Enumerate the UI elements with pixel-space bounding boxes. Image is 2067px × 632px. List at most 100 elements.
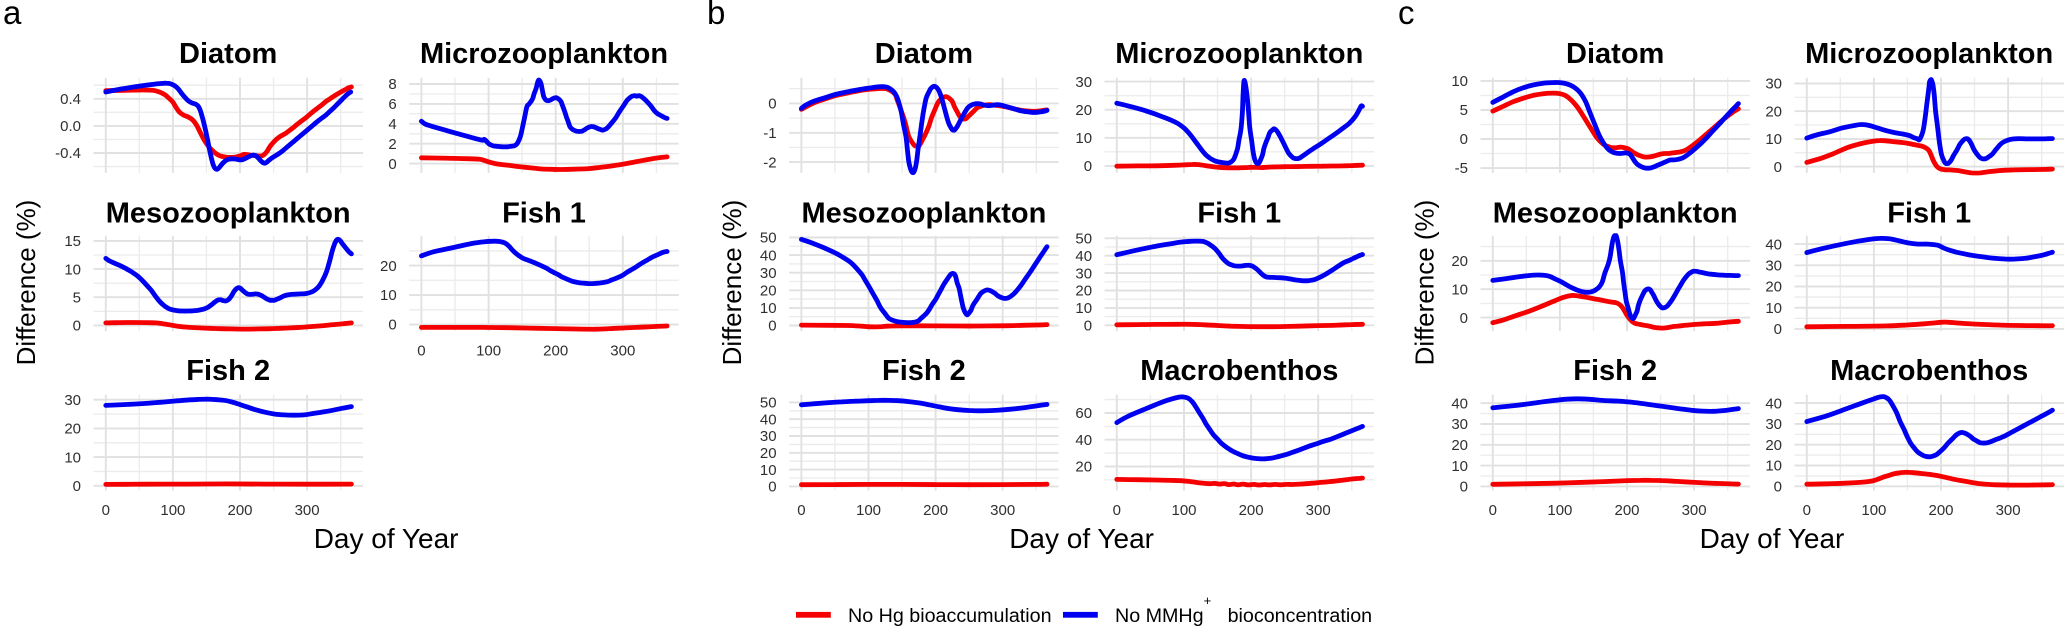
svg-text:Microzooplankton: Microzooplankton bbox=[420, 38, 668, 70]
svg-text:20: 20 bbox=[1075, 283, 1092, 300]
svg-text:30: 30 bbox=[1075, 74, 1092, 91]
svg-text:2: 2 bbox=[388, 136, 396, 153]
svg-text:15: 15 bbox=[64, 233, 81, 250]
svg-text:10: 10 bbox=[760, 462, 777, 479]
svg-text:-1: -1 bbox=[763, 125, 776, 142]
svg-text:0: 0 bbox=[388, 156, 396, 173]
svg-text:0: 0 bbox=[1460, 310, 1468, 327]
svg-text:200: 200 bbox=[1239, 502, 1264, 519]
svg-text:10: 10 bbox=[380, 287, 397, 304]
svg-text:30: 30 bbox=[64, 392, 81, 409]
svg-text:5: 5 bbox=[1460, 102, 1468, 119]
svg-text:40: 40 bbox=[1075, 248, 1092, 265]
svg-text:Mesozooplankton: Mesozooplankton bbox=[106, 198, 351, 230]
svg-text:200: 200 bbox=[923, 502, 948, 519]
svg-text:20: 20 bbox=[1451, 253, 1468, 270]
svg-text:Microzooplankton: Microzooplankton bbox=[1805, 38, 2053, 70]
svg-text:0: 0 bbox=[1774, 159, 1782, 176]
svg-text:Diatom: Diatom bbox=[875, 38, 973, 70]
svg-text:0: 0 bbox=[1084, 318, 1092, 335]
svg-text:0.0: 0.0 bbox=[60, 118, 81, 135]
svg-text:0: 0 bbox=[768, 479, 776, 496]
svg-text:10: 10 bbox=[1451, 281, 1468, 298]
svg-text:Difference (%): Difference (%) bbox=[1410, 200, 1440, 366]
svg-text:a: a bbox=[3, 0, 22, 31]
svg-text:Fish 2: Fish 2 bbox=[186, 355, 270, 387]
svg-text:0: 0 bbox=[73, 478, 81, 495]
svg-text:10: 10 bbox=[1765, 131, 1782, 148]
svg-text:100: 100 bbox=[160, 502, 185, 519]
svg-text:Day of Year: Day of Year bbox=[1009, 523, 1154, 554]
svg-text:40: 40 bbox=[1075, 432, 1092, 449]
svg-text:200: 200 bbox=[1928, 502, 1953, 519]
svg-text:-5: -5 bbox=[1455, 160, 1468, 177]
svg-text:0: 0 bbox=[1084, 158, 1092, 175]
svg-text:50: 50 bbox=[760, 230, 777, 247]
svg-text:20: 20 bbox=[1765, 103, 1782, 120]
svg-text:Macrobenthos: Macrobenthos bbox=[1140, 355, 1338, 387]
svg-text:50: 50 bbox=[1075, 231, 1092, 248]
svg-text:20: 20 bbox=[1075, 102, 1092, 119]
svg-text:30: 30 bbox=[1451, 416, 1468, 433]
svg-text:300: 300 bbox=[1306, 502, 1331, 519]
svg-text:300: 300 bbox=[610, 342, 635, 359]
svg-text:0: 0 bbox=[1803, 502, 1811, 519]
svg-text:30: 30 bbox=[1075, 265, 1092, 282]
svg-text:0: 0 bbox=[417, 342, 425, 359]
svg-text:Difference (%): Difference (%) bbox=[11, 200, 41, 366]
svg-text:Fish 2: Fish 2 bbox=[1573, 355, 1657, 387]
svg-text:40: 40 bbox=[760, 411, 777, 428]
svg-text:Fish 1: Fish 1 bbox=[1197, 198, 1281, 230]
svg-text:200: 200 bbox=[227, 502, 252, 519]
svg-text:0: 0 bbox=[388, 317, 396, 334]
svg-text:20: 20 bbox=[760, 283, 777, 300]
svg-text:Fish 2: Fish 2 bbox=[882, 355, 966, 387]
svg-text:20: 20 bbox=[1765, 279, 1782, 296]
svg-text:30: 30 bbox=[1765, 416, 1782, 433]
svg-text:0: 0 bbox=[797, 502, 805, 519]
svg-text:300: 300 bbox=[295, 502, 320, 519]
svg-text:6: 6 bbox=[388, 96, 396, 113]
svg-text:10: 10 bbox=[64, 449, 81, 466]
svg-text:0.4: 0.4 bbox=[60, 91, 81, 108]
svg-text:40: 40 bbox=[1765, 236, 1782, 253]
svg-text:300: 300 bbox=[990, 502, 1015, 519]
svg-text:8: 8 bbox=[388, 76, 396, 93]
svg-text:0: 0 bbox=[102, 502, 110, 519]
svg-text:Microzooplankton: Microzooplankton bbox=[1115, 38, 1363, 70]
svg-text:-0.4: -0.4 bbox=[55, 145, 81, 162]
svg-text:20: 20 bbox=[1075, 459, 1092, 476]
svg-text:100: 100 bbox=[476, 342, 501, 359]
svg-text:0: 0 bbox=[768, 318, 776, 335]
svg-text:Mesozooplankton: Mesozooplankton bbox=[801, 198, 1046, 230]
svg-text:30: 30 bbox=[760, 265, 777, 282]
svg-text:Day of Year: Day of Year bbox=[1700, 523, 1845, 554]
svg-text:0: 0 bbox=[73, 318, 81, 335]
svg-text:Difference (%): Difference (%) bbox=[717, 200, 747, 366]
svg-text:40: 40 bbox=[1765, 395, 1782, 412]
svg-text:-2: -2 bbox=[763, 154, 776, 171]
svg-text:300: 300 bbox=[1996, 502, 2021, 519]
svg-text:30: 30 bbox=[1765, 258, 1782, 275]
svg-text:Diatom: Diatom bbox=[1566, 38, 1664, 70]
svg-text:10: 10 bbox=[760, 300, 777, 317]
svg-text:30: 30 bbox=[1765, 76, 1782, 93]
svg-text:20: 20 bbox=[1765, 437, 1782, 454]
svg-text:No Hg bioaccumulation: No Hg bioaccumulation bbox=[848, 605, 1052, 627]
svg-text:4: 4 bbox=[388, 116, 396, 133]
svg-text:0: 0 bbox=[768, 96, 776, 113]
svg-text:0: 0 bbox=[1113, 502, 1121, 519]
svg-text:20: 20 bbox=[760, 445, 777, 462]
svg-text:Mesozooplankton: Mesozooplankton bbox=[1493, 198, 1738, 230]
svg-text:0: 0 bbox=[1489, 502, 1497, 519]
svg-text:0: 0 bbox=[1460, 479, 1468, 496]
svg-text:30: 30 bbox=[760, 428, 777, 445]
svg-text:60: 60 bbox=[1075, 405, 1092, 422]
svg-text:50: 50 bbox=[760, 395, 777, 412]
svg-text:0: 0 bbox=[1774, 321, 1782, 338]
svg-text:200: 200 bbox=[1614, 502, 1639, 519]
svg-text:b: b bbox=[707, 0, 725, 31]
svg-text:0: 0 bbox=[1460, 131, 1468, 148]
svg-text:10: 10 bbox=[1075, 130, 1092, 147]
svg-text:40: 40 bbox=[760, 247, 777, 264]
